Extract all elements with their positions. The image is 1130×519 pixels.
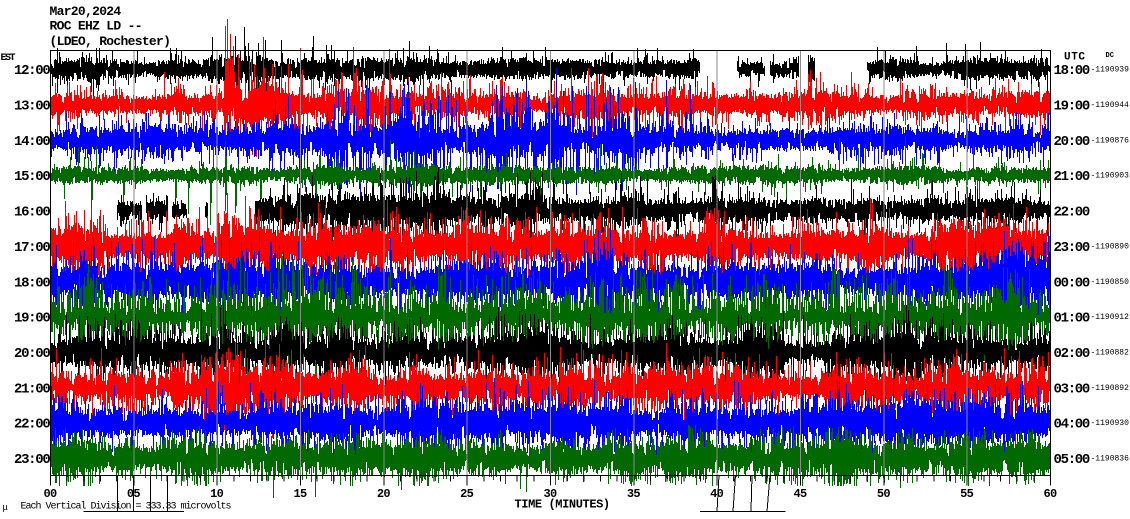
svg-text:-1190890: -1190890 — [1091, 242, 1130, 251]
svg-text:-1190939: -1190939 — [1091, 66, 1130, 75]
svg-text:21:00: 21:00 — [1054, 169, 1090, 185]
svg-text:18:00: 18:00 — [14, 275, 50, 291]
svg-text:-1190930: -1190930 — [1091, 419, 1130, 428]
svg-text:55: 55 — [960, 487, 974, 501]
svg-text:μ: μ — [3, 503, 9, 513]
svg-text:19:00: 19:00 — [1054, 98, 1090, 114]
svg-text:01:00: 01:00 — [1054, 311, 1090, 327]
svg-text:00: 00 — [43, 487, 57, 501]
svg-text:Mar20,2024: Mar20,2024 — [50, 4, 122, 19]
svg-text:05:00: 05:00 — [1054, 452, 1090, 468]
svg-text:23:00: 23:00 — [14, 452, 50, 468]
svg-text:03:00: 03:00 — [1054, 381, 1090, 397]
svg-text:-1190876: -1190876 — [1091, 136, 1130, 145]
svg-text:30: 30 — [543, 487, 557, 501]
svg-text:40: 40 — [710, 487, 724, 501]
svg-text:20:00: 20:00 — [14, 346, 50, 362]
svg-text:17:00: 17:00 — [14, 240, 50, 256]
svg-text:15:00: 15:00 — [14, 169, 50, 185]
svg-text:02:00: 02:00 — [1054, 346, 1090, 362]
svg-text:-1190850: -1190850 — [1091, 278, 1130, 287]
svg-text:UTC: UTC — [1064, 51, 1086, 63]
svg-text:60: 60 — [1043, 487, 1057, 501]
svg-text:-1190912: -1190912 — [1091, 313, 1130, 322]
svg-text:25: 25 — [460, 487, 474, 501]
svg-text:-1190903: -1190903 — [1091, 172, 1130, 181]
svg-text:-1190882: -1190882 — [1091, 348, 1130, 357]
svg-text:23:00: 23:00 — [1054, 240, 1090, 256]
svg-text:12:00: 12:00 — [14, 63, 50, 79]
svg-text:00:00: 00:00 — [1054, 275, 1090, 291]
svg-text:Each Vertical Division = 333.: Each Vertical Division = 333.33 microvol… — [21, 501, 232, 513]
svg-text:15: 15 — [293, 487, 307, 501]
svg-text:20: 20 — [377, 487, 391, 501]
svg-text:ROC EHZ LD --: ROC EHZ LD -- — [50, 18, 142, 33]
svg-text:DC: DC — [1106, 52, 1114, 60]
svg-text:20:00: 20:00 — [1054, 134, 1090, 150]
svg-text:16:00: 16:00 — [14, 205, 50, 221]
svg-text:-1190944: -1190944 — [1091, 101, 1130, 110]
svg-text:45: 45 — [793, 487, 807, 501]
svg-text:(LDEO, Rochester): (LDEO, Rochester) — [50, 34, 171, 49]
svg-text:21:00: 21:00 — [14, 381, 50, 397]
svg-text:19:00: 19:00 — [14, 311, 50, 327]
svg-text:22:00: 22:00 — [14, 417, 50, 433]
svg-text:18:00: 18:00 — [1054, 63, 1090, 79]
svg-text:TIME (MINUTES): TIME (MINUTES) — [515, 498, 610, 512]
svg-text:35: 35 — [627, 487, 641, 501]
svg-text:-1190836: -1190836 — [1091, 455, 1130, 464]
svg-text:14:00: 14:00 — [14, 134, 50, 150]
svg-text:50: 50 — [877, 487, 891, 501]
svg-text:04:00: 04:00 — [1054, 417, 1090, 433]
svg-text:10: 10 — [210, 487, 224, 501]
svg-text:22:00: 22:00 — [1054, 205, 1090, 221]
svg-text:-1190892: -1190892 — [1091, 384, 1130, 393]
svg-text:13:00: 13:00 — [14, 98, 50, 114]
svg-text:05: 05 — [127, 487, 141, 501]
svg-text:EST: EST — [1, 53, 16, 64]
